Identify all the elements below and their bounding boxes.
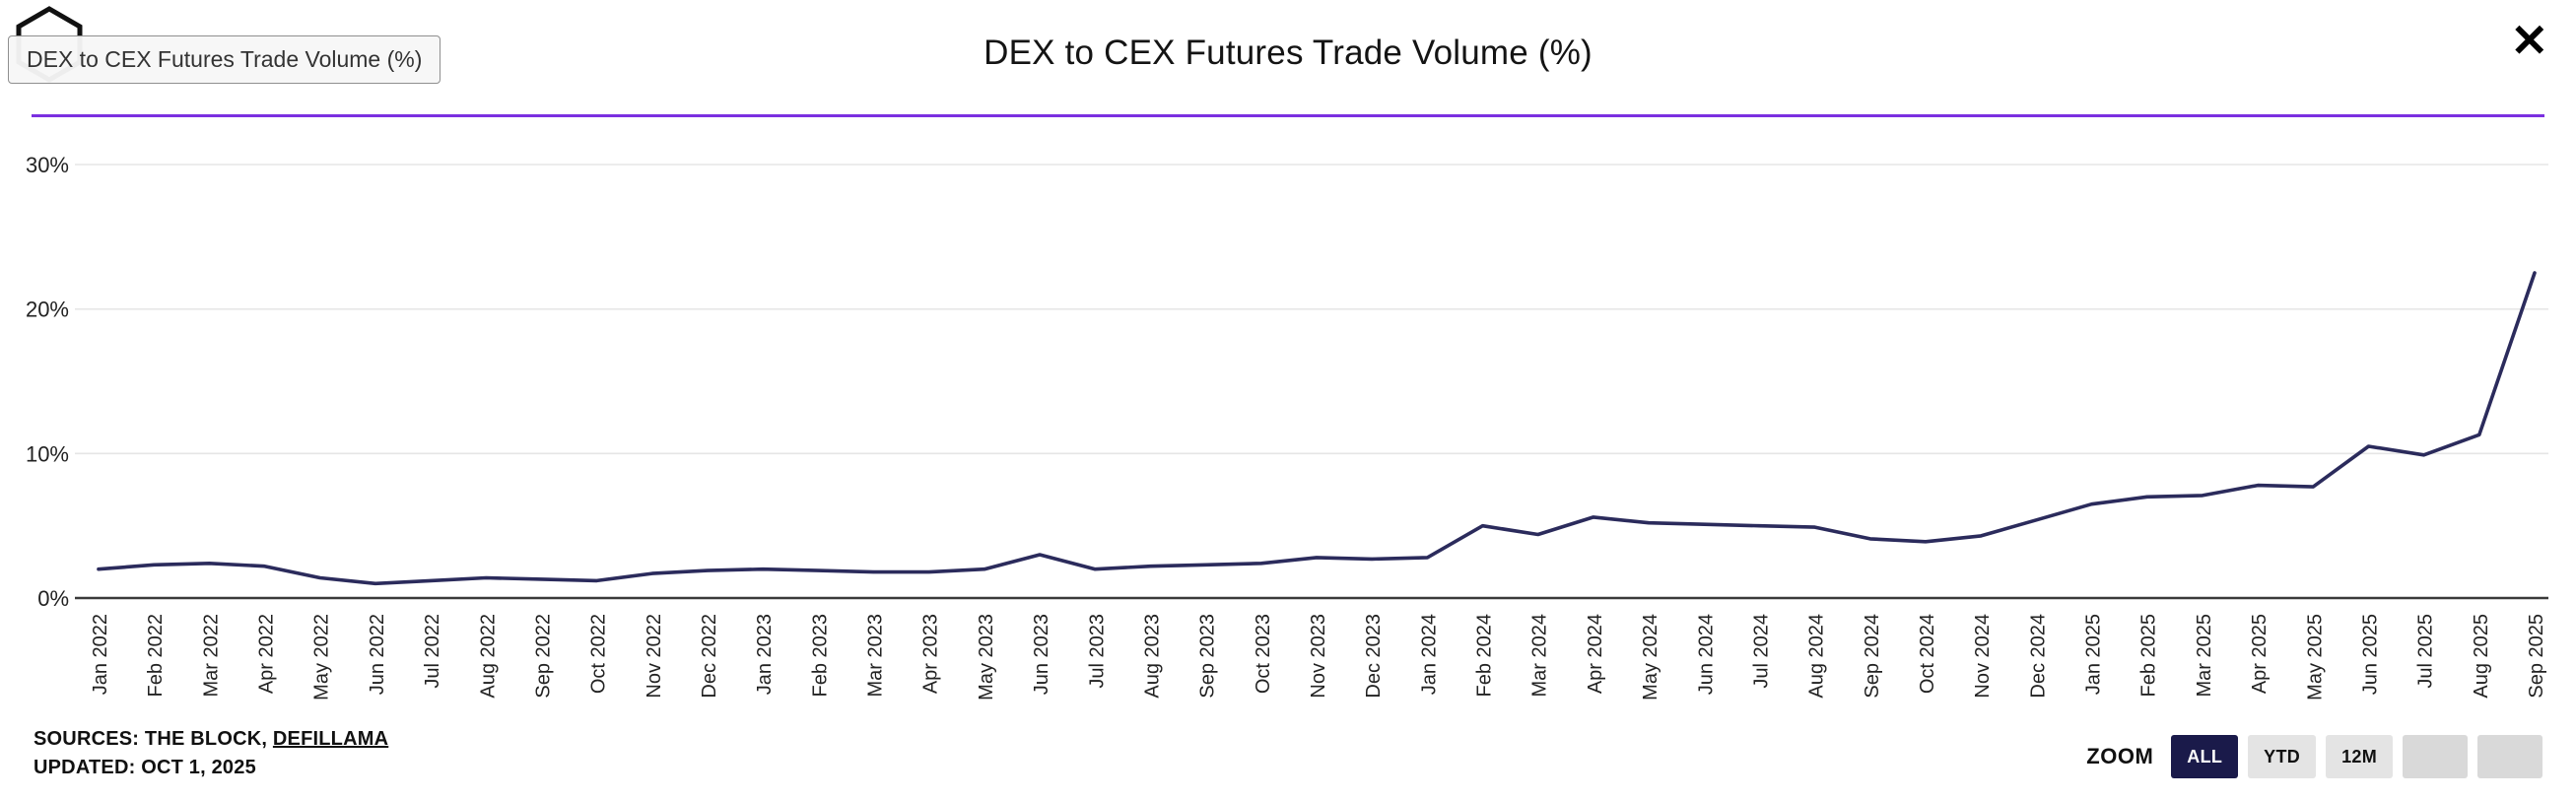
x-axis-label: Jul 2025	[2415, 614, 2437, 689]
x-axis-label: Jan 2022	[90, 614, 111, 695]
x-axis-label: Feb 2023	[809, 614, 831, 698]
x-axis-label: Jun 2022	[367, 614, 388, 695]
x-axis-label: Jul 2024	[1751, 614, 1773, 689]
x-axis-label: Jun 2023	[1031, 614, 1052, 695]
x-axis-label: Mar 2022	[200, 614, 222, 698]
legend-tooltip: DEX to CEX Futures Trade Volume (%)	[8, 35, 441, 84]
chart-svg[interactable]: 0% 10% 20% 30% Jan 2022 Feb 2022 Mar 2022 Apr 2…	[0, 119, 2576, 762]
x-axis-label: Dec 2022	[699, 614, 720, 699]
x-axis-label: Oct 2022	[588, 614, 610, 694]
x-axis-label: Feb 2025	[2138, 614, 2160, 698]
y-axis-label: 20%	[26, 298, 69, 322]
x-axis-label: Apr 2023	[920, 614, 942, 694]
x-axis-label: May 2024	[1640, 614, 1661, 700]
chart-footer: SOURCES: THE BLOCK, DEFILLAMA UPDATED: O…	[0, 725, 2576, 782]
x-axis-label: May 2023	[976, 614, 997, 700]
sources-block: SOURCES: THE BLOCK, DEFILLAMA UPDATED: O…	[34, 725, 388, 782]
updated-text: UPDATED: OCT 1, 2025	[34, 757, 256, 778]
zoom-button-12m[interactable]: 12M	[2326, 735, 2393, 778]
x-axis-label: Aug 2025	[2471, 614, 2492, 699]
x-axis-label: Aug 2024	[1806, 614, 1828, 699]
x-axis-label: Apr 2024	[1585, 614, 1606, 694]
defillama-link[interactable]: DEFILLAMA	[272, 728, 389, 750]
zoom-label: ZOOM	[2086, 744, 2154, 768]
x-axis-label: May 2025	[2304, 614, 2326, 700]
accent-divider	[32, 114, 2544, 117]
x-axis-label: Jan 2025	[2083, 614, 2105, 695]
y-axis-label: 30%	[26, 153, 69, 177]
x-axis-label: May 2022	[311, 614, 333, 700]
y-axis-label: 10%	[26, 441, 69, 466]
x-axis-label: Apr 2025	[2249, 614, 2271, 694]
x-axis-label: Feb 2024	[1474, 614, 1496, 698]
x-axis-label: Nov 2022	[644, 614, 665, 699]
zoom-button-blank-4[interactable]	[2477, 735, 2542, 778]
x-axis-label: Oct 2023	[1253, 614, 1274, 694]
x-axis-label: Mar 2023	[865, 614, 887, 698]
legend-tooltip-label: DEX to CEX Futures Trade Volume (%)	[27, 46, 423, 72]
x-axis-label: Dec 2024	[2027, 614, 2049, 699]
x-axis-label: Nov 2023	[1308, 614, 1329, 699]
x-axis-label: Sep 2022	[533, 614, 555, 699]
x-axis-label: Mar 2024	[1529, 614, 1551, 698]
x-axis-label: Feb 2022	[145, 614, 167, 698]
x-axis-label: Apr 2022	[256, 614, 278, 694]
x-axis-label: Jun 2025	[2360, 614, 2382, 695]
x-axis-label: Aug 2023	[1142, 614, 1164, 699]
chart-line	[97, 271, 2537, 586]
x-axis-label: Jul 2022	[422, 614, 443, 689]
zoom-button-blank-3[interactable]	[2403, 735, 2468, 778]
zoom-button-ytd[interactable]: YTD	[2248, 735, 2317, 778]
x-axis-label: Sep 2025	[2526, 614, 2547, 699]
x-axis-label: Dec 2023	[1363, 614, 1385, 699]
x-axis-label: Jan 2024	[1418, 614, 1440, 695]
zoom-controls: ZOOM ALL YTD 12M	[2086, 735, 2542, 782]
sources-prefix: SOURCES: THE BLOCK,	[34, 728, 273, 750]
line-chart-plot-area[interactable]: 0% 10% 20% 30% Jan 2022 Feb 2022 Mar 2022 Apr 2…	[0, 119, 2576, 767]
x-axis-label: Oct 2024	[1917, 614, 1938, 694]
page-title: DEX to CEX Futures Trade Volume (%)	[983, 33, 1593, 72]
x-axis-label: Jul 2023	[1086, 614, 1108, 689]
y-axis-label: 0%	[37, 586, 69, 611]
x-axis-label: Sep 2023	[1197, 614, 1219, 699]
chart-header: DEX to CEX Futures Trade Volume (%) DEX …	[0, 0, 2576, 114]
x-axis-label: Jan 2023	[754, 614, 776, 695]
x-axis-label: Jun 2024	[1695, 614, 1717, 695]
close-button[interactable]: ✕	[2510, 15, 2548, 66]
x-axis-label: Sep 2024	[1862, 614, 1883, 699]
sources-line: SOURCES: THE BLOCK, DEFILLAMA	[34, 725, 388, 754]
zoom-button-group: ALL YTD 12M	[2171, 735, 2542, 778]
x-axis-label: Mar 2025	[2194, 614, 2215, 698]
x-axis-label: Aug 2022	[477, 614, 499, 699]
x-axis-label: Nov 2024	[1972, 614, 1994, 699]
zoom-button-all[interactable]: ALL	[2171, 735, 2239, 778]
